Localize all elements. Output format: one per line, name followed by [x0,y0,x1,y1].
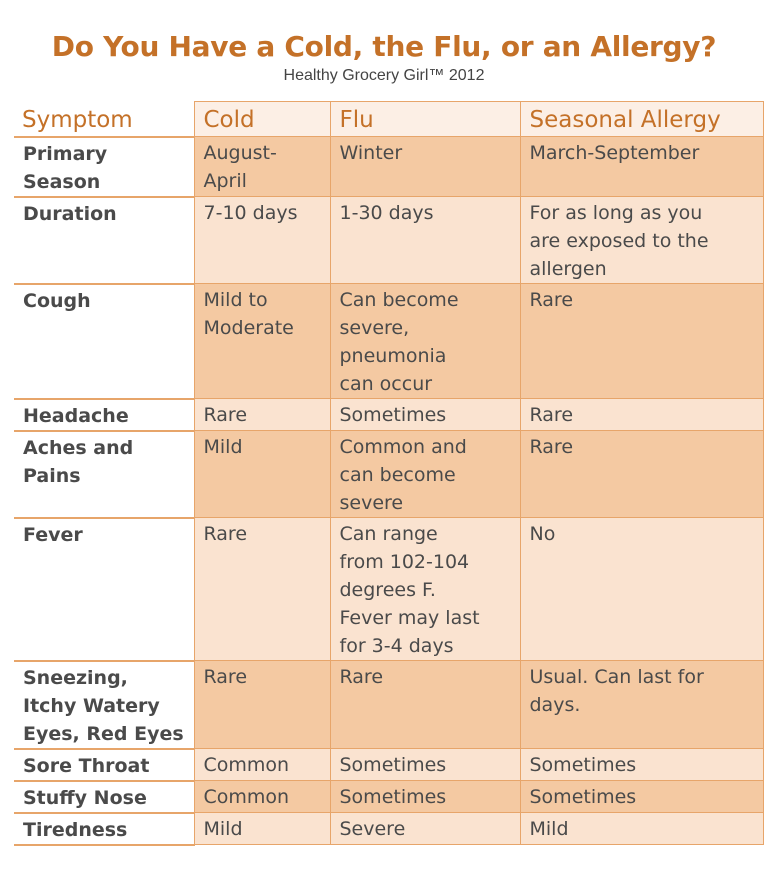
symptom-cell: Sore Throat [14,748,195,782]
cold-cell: Rare [193,660,331,749]
table-row: Tiredness Mild Severe Mild [14,812,764,846]
symptom-cell: Primary Season [14,136,195,198]
cold-cell: August- April [193,136,331,197]
flu-cell: Rare [329,660,521,749]
table-row: Aches and Pains Mild Common and can become… [14,430,764,519]
flu-cell: Common and can become severe [329,430,521,518]
flu-cell: Sometimes [329,780,521,813]
cold-cell: Mild [193,812,331,845]
cold-cell: 7-10 days [193,196,331,284]
table-row: Sore Throat Common Sometimes Sometimes [14,748,764,782]
table-row: Fever Rare Can range from 102-104 degrees … [14,517,764,662]
symptom-cell: Cough [14,283,195,400]
cold-cell: Mild to Moderate [193,283,331,399]
table-row: Duration 7-10 days 1-30 days For as long as… [14,196,764,285]
allergy-cell: Rare [519,430,764,518]
cold-cell: Common [193,780,331,813]
symptom-cell: Stuffy Nose [14,780,195,814]
flu-cell: Can range from 102-104 degrees F. Fever … [329,517,521,661]
allergy-cell: For as long as you are exposed to the al… [519,196,764,284]
flu-cell: 1-30 days [329,196,521,284]
allergy-cell: No [519,517,764,661]
page-subtitle: Healthy Grocery Girl™ 2012 [283,67,485,84]
table-row: Headache Rare Sometimes Rare [14,398,764,432]
symptom-cell: Headache [14,398,195,432]
flu-cell: Winter [329,136,521,197]
symptom-cell: Tiredness [14,812,195,846]
header-row: Symptom Cold Flu Seasonal Allergy [14,101,764,138]
table-row: Primary Season August- April Winter March-S… [14,136,764,198]
symptom-cell: Fever [14,517,195,662]
symptom-cell: Aches and Pains [14,430,195,519]
symptom-cell: Duration [14,196,195,285]
table-row: Stuffy Nose Common Sometimes Sometimes [14,780,764,814]
allergy-cell: Rare [519,283,764,399]
cold-cell: Rare [193,517,331,661]
symptom-cell: Sneezing, Itchy Watery Eyes, Red Eyes [14,660,195,750]
header-cold: Cold [193,101,331,137]
allergy-cell: Rare [519,398,764,431]
allergy-cell: March-September [519,136,764,197]
flu-cell: Severe [329,812,521,845]
header-allergy: Seasonal Allergy [519,101,764,137]
table-row: Sneezing, Itchy Watery Eyes, Red Eyes Rar… [14,660,764,750]
cold-cell: Common [193,748,331,781]
allergy-cell: Sometimes [519,780,764,813]
header-flu: Flu [329,101,521,137]
allergy-cell: Sometimes [519,748,764,781]
table-row: Cough Mild to Moderate Can become severe, … [14,283,764,400]
flu-cell: Can become severe, pneumonia can occur [329,283,521,399]
symptom-comparison-table: Symptom Cold Flu Seasonal Allergy Primar… [14,101,764,846]
allergy-cell: Mild [519,812,764,845]
cold-cell: Mild [193,430,331,518]
allergy-cell: Usual. Can last for days. [519,660,764,749]
cold-cell: Rare [193,398,331,431]
header-symptom: Symptom [14,101,194,138]
page-title: Do You Have a Cold, the Flu, or an Aller… [51,30,717,63]
flu-cell: Sometimes [329,748,521,781]
flu-cell: Sometimes [329,398,521,431]
